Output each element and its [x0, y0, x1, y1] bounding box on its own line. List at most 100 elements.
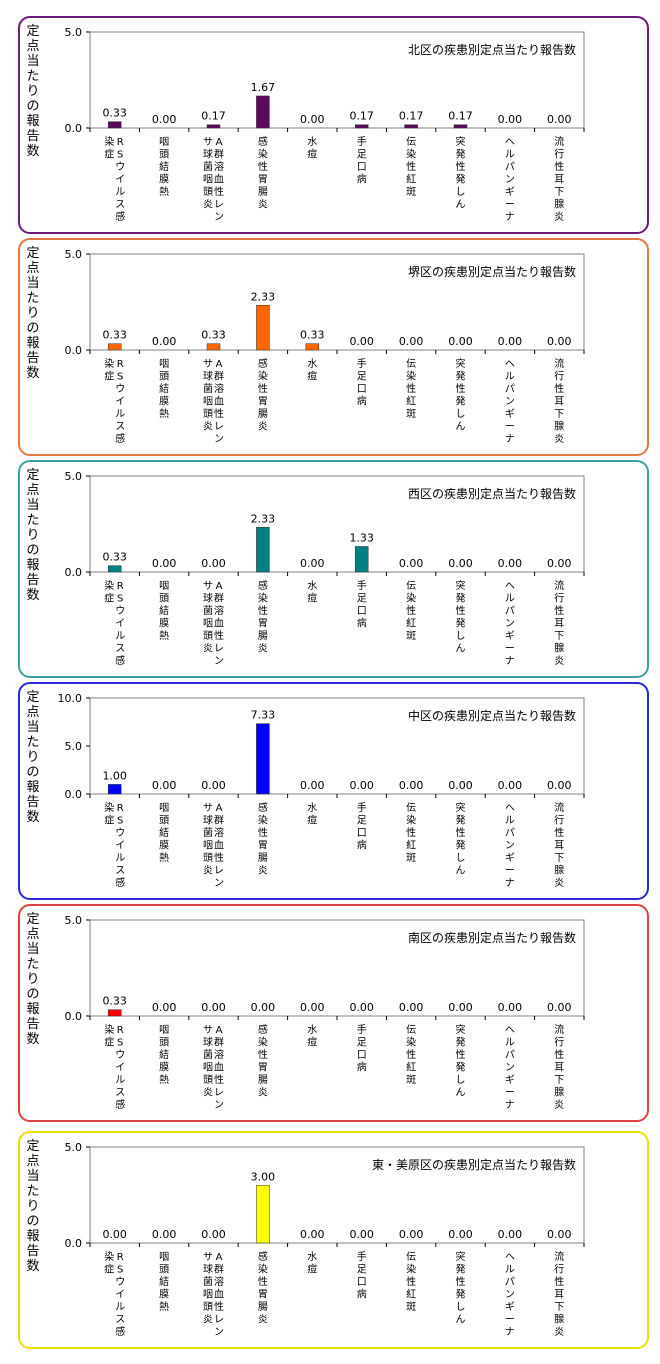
- data-label: 0.17: [448, 110, 473, 123]
- chart-panel: 定点当たりの報告数 0.0 5.0 西区の疾患別定点当たり報告数 0.33 R S ウイルス感…: [18, 460, 649, 678]
- data-label: 0.33: [300, 329, 325, 342]
- data-label: 0.00: [152, 779, 177, 792]
- data-label: 0.00: [547, 557, 572, 570]
- data-label: 3.00: [251, 1170, 276, 1183]
- bar: [107, 1009, 122, 1017]
- bar: [354, 124, 369, 129]
- chart-panel: 定点当たりの報告数 0.0 5.0 北区の疾患別定点当たり報告数 0.33 R S ウイルス感…: [18, 16, 649, 234]
- data-label: 0.00: [498, 113, 523, 126]
- data-label: 0.00: [349, 1228, 374, 1241]
- category-label: ヘルパンギーナ: [505, 1025, 515, 1111]
- data-label: 0.00: [399, 557, 424, 570]
- chart-title: 北区の疾患別定点当たり報告数: [408, 42, 576, 57]
- data-label: 0.00: [448, 1228, 473, 1241]
- chart-panel: 定点当たりの報告数 0.0 5.0 東・美原区の疾患別定点当たり報告数 0.00 R S ウイ…: [18, 1131, 649, 1349]
- data-label: 0.00: [498, 335, 523, 348]
- bar: [107, 784, 122, 795]
- y-tick-label: 10.0: [58, 692, 83, 705]
- y-tick-label: 5.0: [65, 914, 83, 927]
- data-label: 0.33: [102, 107, 127, 120]
- bar: [206, 343, 221, 351]
- data-label: 0.00: [201, 557, 226, 570]
- category-label: 手足口病: [357, 135, 367, 186]
- category-label: 感染性胃腸炎: [258, 135, 268, 211]
- category-label: 突発性発しん: [456, 135, 466, 211]
- category-label: 流行性耳下腺炎: [554, 1023, 564, 1111]
- data-label: 0.00: [152, 1228, 177, 1241]
- category-label: 水痘: [307, 358, 317, 383]
- bar: [256, 305, 270, 351]
- category-label: 手足口病: [357, 1023, 367, 1074]
- bar-chart: 0.0 5.0 南区の疾患別定点当たり報告数 0.33 R S ウイルス感染症 0.00 咽頭結…: [65, 914, 585, 1111]
- data-label: 0.00: [448, 779, 473, 792]
- data-label: 0.00: [152, 557, 177, 570]
- chart-panel: 定点当たりの報告数 0.0 5.0 堺区の疾患別定点当たり報告数 0.33 R S ウイルス感…: [18, 238, 649, 456]
- data-label: 0.00: [152, 1001, 177, 1014]
- y-axis-title: 定点当たりの報告数: [26, 912, 40, 1047]
- data-label: 0.00: [201, 1001, 226, 1014]
- category-label: R S ウイルス感染症: [104, 579, 125, 667]
- category-label: 水痘: [307, 580, 317, 605]
- category-label: 水痘: [307, 136, 317, 161]
- y-tick-label: 5.0: [65, 248, 83, 261]
- y-tick-label: 5.0: [65, 26, 83, 39]
- data-label: 0.00: [448, 335, 473, 348]
- chart-title: 東・美原区の疾患別定点当たり報告数: [372, 1157, 576, 1172]
- category-label: 水痘: [307, 1024, 317, 1049]
- data-label: 1.33: [349, 531, 374, 544]
- category-label: 伝染性紅斑: [406, 136, 416, 198]
- category-label: ヘルパンギーナ: [505, 581, 515, 667]
- category-label: 流行性耳下腺炎: [554, 1250, 564, 1338]
- bar: [453, 124, 468, 129]
- plot-area: [89, 253, 585, 351]
- category-label: 手足口病: [357, 579, 367, 630]
- category-label: 伝染性紅斑: [406, 1251, 416, 1313]
- data-label: 0.00: [498, 1228, 523, 1241]
- y-axis-title: 定点当たりの報告数: [26, 1139, 40, 1274]
- data-label: 0.00: [349, 335, 374, 348]
- data-label: 0.00: [300, 1001, 325, 1014]
- bar: [206, 124, 221, 129]
- category-label: 流行性耳下腺炎: [554, 801, 564, 889]
- category-label: 咽頭結膜熱: [159, 358, 169, 420]
- category-label: 流行性耳下腺炎: [554, 579, 564, 667]
- y-tick-label: 0.0: [65, 788, 83, 801]
- category-label: 水痘: [307, 802, 317, 827]
- plot-area: [89, 31, 585, 129]
- y-tick-label: 5.0: [65, 1141, 83, 1154]
- data-label: 0.17: [399, 110, 424, 123]
- data-label: 2.33: [251, 290, 276, 303]
- y-tick-label: 0.0: [65, 344, 83, 357]
- category-label: 突発性発しん: [456, 801, 466, 877]
- bar: [305, 343, 320, 351]
- category-label: R S ウイルス感染症: [104, 801, 125, 889]
- bar: [107, 343, 122, 351]
- bar: [256, 95, 270, 129]
- data-label: 0.00: [498, 1001, 523, 1014]
- category-label: 感染性胃腸炎: [258, 1023, 268, 1099]
- y-tick-label: 0.0: [65, 1010, 83, 1023]
- bar: [404, 124, 418, 129]
- data-label: 0.00: [547, 1228, 572, 1241]
- data-label: 0.33: [201, 329, 226, 342]
- data-label: 0.00: [152, 113, 177, 126]
- category-label: 感染性胃腸炎: [258, 579, 268, 655]
- category-label: 手足口病: [357, 357, 367, 408]
- data-label: 0.00: [547, 779, 572, 792]
- data-label: 0.00: [201, 1228, 226, 1241]
- category-label: 水痘: [307, 1251, 317, 1276]
- category-label: 突発性発しん: [456, 357, 466, 433]
- category-label: A 群溶血性レンサ球菌咽頭炎: [203, 136, 224, 223]
- bar: [107, 121, 122, 129]
- category-label: 咽頭結膜熱: [159, 1251, 169, 1313]
- data-label: 0.00: [349, 779, 374, 792]
- data-label: 2.33: [251, 512, 276, 525]
- data-label: 0.00: [448, 1001, 473, 1014]
- data-label: 0.00: [300, 1228, 325, 1241]
- data-label: 0.00: [300, 779, 325, 792]
- category-label: R S ウイルス感染症: [104, 1023, 125, 1111]
- category-label: R S ウイルス感染症: [104, 1250, 125, 1338]
- category-label: 咽頭結膜熱: [159, 802, 169, 864]
- data-label: 0.00: [349, 1001, 374, 1014]
- plot-area: [89, 475, 585, 573]
